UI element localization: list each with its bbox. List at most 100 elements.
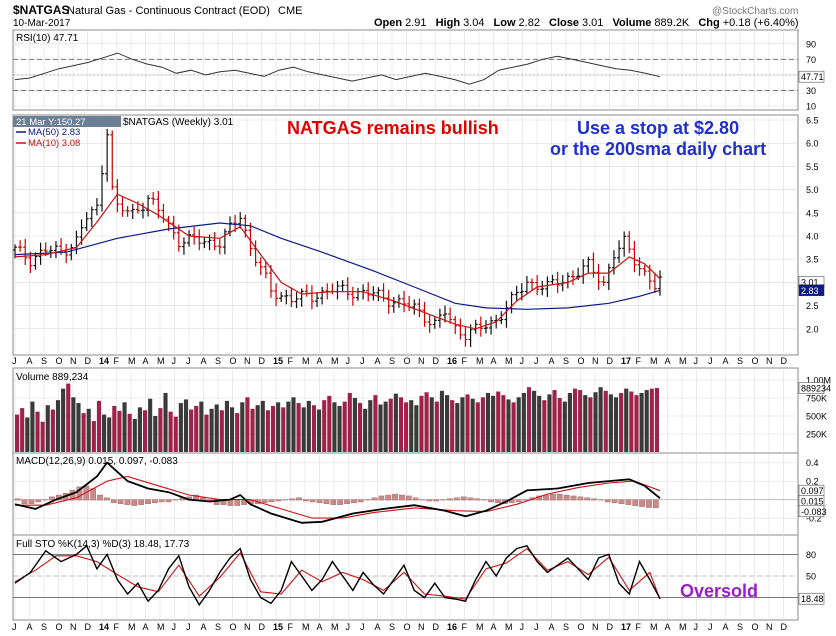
volume-bar	[332, 402, 337, 452]
volume-bar	[270, 405, 276, 452]
volume-bar	[424, 392, 429, 452]
macd-histogram-bar	[399, 494, 405, 501]
sto-d-line	[14, 547, 661, 600]
volume-bar	[153, 416, 158, 452]
volume-bar	[608, 394, 613, 452]
macd-histogram-bar	[316, 499, 323, 504]
macd-histogram-bar	[639, 499, 645, 507]
x-tick-label: 15	[273, 622, 283, 632]
x-tick-label: S	[737, 622, 743, 632]
price-panel	[12, 114, 799, 356]
x-tick-label: A	[375, 622, 381, 632]
macd-histogram-bar	[14, 498, 21, 501]
rsi-plot	[13, 52, 798, 91]
macd-histogram-bar	[357, 499, 364, 503]
macd-histogram-bar	[522, 499, 529, 501]
volume-bar	[189, 409, 194, 452]
x-tick-label: 16	[447, 356, 457, 366]
volume-bar	[230, 407, 235, 452]
macd-histogram-bar	[371, 497, 378, 501]
volume-bar	[654, 387, 659, 452]
volume-bar	[178, 403, 183, 452]
annotation-stop: Use a stop at $2.80	[577, 118, 739, 138]
volume-bar	[214, 404, 219, 452]
macd-histogram-bar	[296, 497, 302, 501]
x-tick-label: A	[27, 356, 33, 366]
x-tick-label: O	[56, 622, 63, 632]
volume-bar	[414, 405, 419, 452]
volume-bar	[255, 405, 260, 452]
macd-histogram-bar	[97, 494, 103, 501]
x-tick-label: N	[418, 356, 425, 366]
volume-bar	[593, 392, 598, 452]
x-tick-label: M	[650, 356, 658, 366]
x-tick-label: M	[679, 356, 687, 366]
x-tick-label: J	[186, 622, 191, 632]
x-axis-price: J A S O N D 14 F M A M J J A S O N D 15 F M A M J J A S O N D 16 F M A M J J…	[12, 356, 788, 366]
volume-bar	[460, 397, 465, 452]
ma50-current-value-box	[798, 284, 825, 297]
volume-bar	[240, 402, 245, 452]
volume-bar	[378, 404, 383, 452]
macd-histogram-bar	[447, 498, 453, 501]
x-tick-label: A	[143, 622, 149, 632]
x-tick-label: D	[607, 356, 614, 366]
volume-bar	[598, 387, 603, 452]
macd-histogram-bar	[28, 499, 35, 504]
volume-bar	[409, 400, 414, 452]
x-tick-label: M	[302, 356, 310, 366]
price-tick-label: 3.5	[806, 255, 819, 265]
macd-histogram-bar	[145, 499, 151, 504]
price-plot	[13, 129, 662, 348]
x-tick-label: J	[694, 622, 699, 632]
hover-label-box	[13, 116, 121, 127]
macd-histogram-bar	[200, 497, 206, 501]
volume-bar	[86, 408, 91, 452]
volume-bar	[25, 417, 30, 452]
x-tick-label: M	[476, 622, 484, 632]
rsi-tick-label: 90	[806, 39, 816, 49]
volume-bar	[219, 410, 224, 452]
volume-bar	[142, 410, 148, 452]
instrument-name: Natural Gas - Continuous Contract (EOD)	[67, 5, 270, 17]
x-tick-label: A	[143, 356, 149, 366]
macd-histogram-bar	[556, 493, 563, 501]
macd-histogram-bar	[570, 495, 577, 501]
x-tick-label: 16	[447, 622, 457, 632]
volume-bar	[245, 397, 250, 452]
volume-bar	[286, 401, 291, 452]
macd-histogram-bar	[110, 499, 117, 504]
volume-bar	[163, 392, 168, 452]
volume-bar	[613, 397, 619, 452]
volume-bar	[624, 388, 629, 452]
x-tick-label: M	[505, 356, 513, 366]
volume-bar	[603, 390, 608, 452]
macd-histogram-bar	[275, 499, 282, 502]
x-tick-label: O	[752, 622, 759, 632]
sto-k-line	[14, 544, 661, 607]
sto-current-value: 18.48	[801, 594, 824, 604]
volume-bar	[445, 395, 450, 452]
x-tick-label: D	[781, 356, 788, 366]
x-axis-bottom: J A S O N D 14 F M A M J J A S O N D 15 F M A M J J A S O N D 16 F M A M J J…	[12, 622, 788, 632]
volume-bar	[209, 408, 214, 452]
volume-plot	[15, 383, 659, 452]
price-current-value: 3.01	[801, 277, 819, 287]
x-tick-label: S	[563, 622, 569, 632]
volume-bar	[496, 391, 501, 452]
sto-tick-label: 50	[806, 572, 816, 582]
x-tick-label: J	[534, 622, 539, 632]
volume-bar	[71, 397, 76, 452]
x-tick-label: J	[520, 622, 525, 632]
rsi-tick-label: 30	[806, 86, 816, 96]
x-tick-label: A	[491, 356, 497, 366]
x-tick-label: J	[360, 622, 365, 632]
x-tick-label: D	[85, 622, 92, 632]
macd-histogram-bar	[303, 499, 309, 502]
volume-bar	[516, 397, 521, 452]
macd-histogram-bar	[426, 499, 433, 502]
annotation-bullish: NATGAS remains bullish	[287, 118, 499, 138]
volume-bar	[506, 399, 511, 452]
x-tick-label: J	[12, 356, 17, 366]
